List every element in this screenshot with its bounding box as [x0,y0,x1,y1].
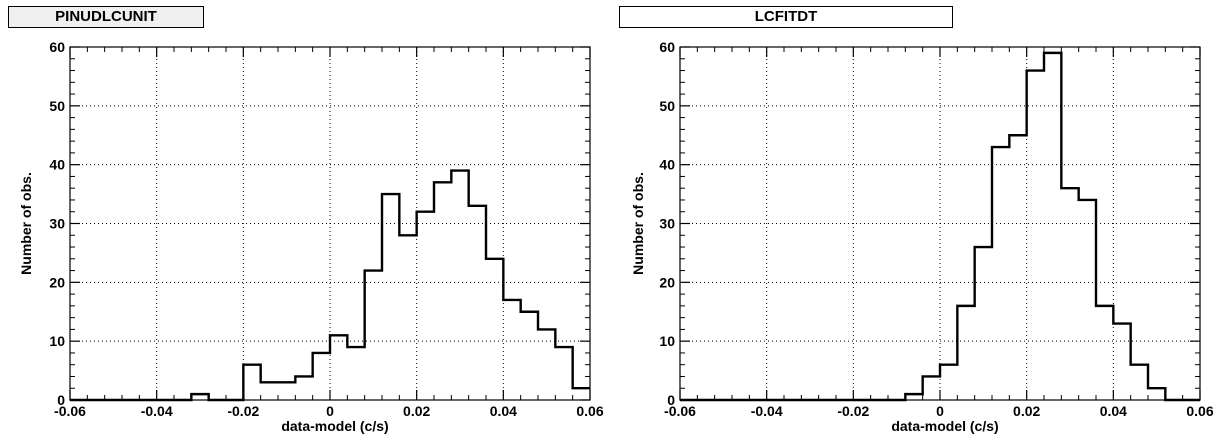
histogram-bin [1131,365,1148,400]
x-tick-label: -0.06 [54,403,86,419]
x-tick-label: -0.04 [751,403,783,419]
histogram-right: -0.06 -0.04 -0.02 0 0.02 0.04 0.06 0 10 20 30 40 50 6… [630,39,1214,434]
histogram-bin [555,347,572,400]
x-tick-label: 0.02 [1013,403,1040,419]
histogram-bin [1079,200,1096,400]
histogram-bin [365,271,382,400]
y-tick-label: 20 [49,274,65,290]
y-tick-label: 30 [49,216,65,232]
histogram-bin [1148,388,1165,400]
x-tick-label: -0.02 [837,403,869,419]
histogram-bin [469,206,486,400]
histogram-bin [278,382,295,400]
y-axis-label: Number of obs. [630,172,646,275]
histogram-bin [434,182,451,400]
chart-title-left: PINUDLCUNIT [8,6,204,28]
x-tick-label: 0 [326,403,334,419]
x-tick-label: 0.02 [403,403,430,419]
y-tick-label: 0 [667,392,675,408]
plot-frame [679,46,1201,401]
y-tick-label: 10 [659,333,675,349]
histogram-bin [330,335,347,400]
histogram-bin [347,347,364,400]
histogram-bin [243,365,260,400]
y-tick-label: 0 [57,392,65,408]
histogram-bin [261,382,278,400]
histogram-outline [70,169,590,402]
histogram-bin [1113,324,1130,400]
x-tick-label: 0.06 [1186,403,1213,419]
chart-title-right: LCFITDT [619,6,953,28]
histogram-bin [1061,188,1078,400]
x-axis-label: data-model (c/s) [891,418,998,434]
x-tick-label: -0.04 [141,403,173,419]
y-axis-label: Number of obs. [18,172,34,275]
histogram-bin [940,365,957,400]
x-tick-label: 0.06 [576,403,603,419]
y-tick-label: 30 [659,216,675,232]
x-tick-label: -0.06 [664,403,696,419]
histogram-bin [1096,306,1113,400]
x-tick-label: -0.02 [227,403,259,419]
histogram-bin [503,300,520,400]
histogram-bin [957,306,974,400]
histogram-bin [486,259,503,400]
y-tick-label: 60 [659,39,675,55]
histogram-left: -0.06 -0.04 -0.02 0 0.02 0.04 0.06 0 10 20 30 40 50 6… [18,39,604,434]
histogram-bin [295,376,312,400]
histogram-bin [417,212,434,400]
histogram-bin [1044,53,1061,400]
histogram-bin [1009,135,1026,400]
plot-frame [69,46,591,401]
x-tick-label: 0.04 [1100,403,1127,419]
histogram-bin [1027,71,1044,400]
histogram-bin [382,194,399,400]
histogram-bin [521,312,538,400]
y-tick-label: 40 [49,157,65,173]
y-tick-label: 20 [659,274,675,290]
histogram-bin [992,147,1009,400]
x-tick-label: 0.04 [490,403,517,419]
histogram-bin [538,329,555,400]
y-tick-label: 50 [659,98,675,114]
histogram-bin [573,388,590,400]
x-axis-label: data-model (c/s) [281,418,388,434]
y-tick-label: 50 [49,98,65,114]
histogram-bin [923,376,940,400]
y-tick-label: 60 [49,39,65,55]
histogram-bin [313,353,330,400]
y-tick-label: 10 [49,333,65,349]
x-tick-label: 0 [936,403,944,419]
y-tick-label: 40 [659,157,675,173]
histogram-bin [451,171,468,400]
histogram-bin [975,247,992,400]
histogram-bin [399,235,416,400]
